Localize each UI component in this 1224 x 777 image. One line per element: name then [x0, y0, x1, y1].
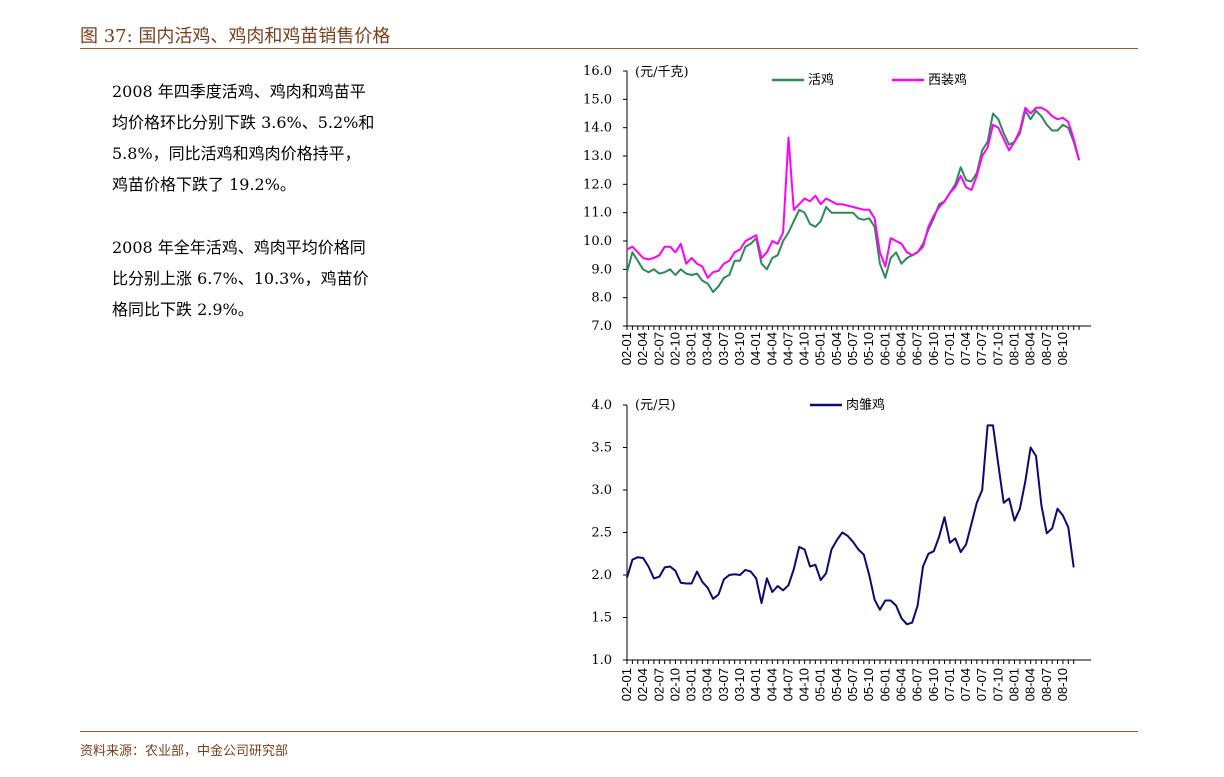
y-tick-label: 11.0 — [583, 206, 612, 221]
paragraph-line: 鸡苗价格下跌了 19.2%。 — [112, 175, 296, 194]
unit-label: (元/只) — [635, 398, 676, 413]
bottom-rule — [80, 731, 1138, 732]
x-tick-label: 03-10 — [732, 668, 747, 701]
paragraph-line: 均价格环比分别下跌 3.6%、5.2%和 — [112, 113, 375, 132]
x-tick-label: 05-07 — [845, 668, 860, 701]
legend-label: 肉雏鸡 — [846, 397, 885, 413]
paragraph-q4-summary: 2008 年四季度活鸡、鸡肉和鸡苗平 均价格环比分别下跌 3.6%、5.2%和 … — [112, 76, 412, 200]
x-tick-label: 05-01 — [813, 332, 828, 365]
x-tick-label: 05-04 — [829, 332, 844, 365]
x-tick-label: 06-10 — [926, 332, 941, 365]
x-tick-label: 06-07 — [910, 668, 925, 701]
y-tick-label: 14.0 — [583, 121, 612, 136]
x-tick-label: 06-07 — [910, 332, 925, 365]
x-tick-label: 04-07 — [780, 668, 795, 701]
y-tick-label: 13.0 — [583, 149, 612, 164]
x-tick-label: 08-07 — [1039, 332, 1054, 365]
x-tick-label: 04-01 — [748, 332, 763, 365]
x-tick-label: 03-10 — [732, 332, 747, 365]
x-tick-label: 04-07 — [780, 332, 795, 365]
y-tick-label: 2.0 — [591, 568, 612, 583]
paragraph-line: 比分别上涨 6.7%、10.3%，鸡苗价 — [112, 269, 369, 288]
x-tick-label: 06-04 — [893, 332, 908, 365]
y-tick-label: 10.0 — [583, 234, 612, 249]
paragraph-line: 2008 年四季度活鸡、鸡肉和鸡苗平 — [112, 82, 366, 101]
y-tick-label: 3.5 — [591, 441, 612, 456]
x-tick-label: 06-01 — [877, 332, 892, 365]
x-tick-label: 03-04 — [700, 332, 715, 365]
legend-label: 活鸡 — [808, 72, 834, 88]
series-line-western_chicken — [626, 106, 1081, 279]
y-tick-label: 16.0 — [583, 64, 612, 79]
x-tick-label: 08-01 — [1006, 332, 1021, 365]
x-tick-label: 02-07 — [651, 668, 666, 701]
x-tick-label: 04-04 — [764, 668, 779, 701]
paragraph-annual-summary: 2008 年全年活鸡、鸡肉平均价格同 比分别上涨 6.7%、10.3%，鸡苗价 … — [112, 232, 412, 325]
x-tick-label: 07-04 — [958, 668, 973, 701]
figure-title: 图 37: 国内活鸡、鸡肉和鸡苗销售价格 — [80, 26, 391, 47]
x-tick-label: 03-01 — [684, 332, 699, 365]
x-tick-label: 05-10 — [861, 668, 876, 701]
paragraph-line: 2008 年全年活鸡、鸡肉平均价格同 — [112, 238, 366, 257]
x-tick-label: 07-07 — [974, 332, 989, 365]
paragraph-line: 格同比下跌 2.9%。 — [112, 300, 254, 319]
x-tick-label: 03-04 — [700, 668, 715, 701]
x-tick-label: 07-10 — [990, 668, 1005, 701]
x-tick-label: 07-01 — [942, 668, 957, 701]
legend-label: 西装鸡 — [928, 72, 967, 88]
x-tick-label: 04-10 — [797, 332, 812, 365]
x-tick-label: 03-07 — [716, 668, 731, 701]
source-note: 资料来源：农业部，中金公司研究部 — [80, 744, 289, 759]
x-tick-label: 06-10 — [926, 668, 941, 701]
series-line-live_chicken — [626, 109, 1081, 293]
y-tick-label: 1.0 — [591, 653, 612, 668]
x-tick-label: 02-01 — [619, 332, 634, 365]
x-tick-label: 08-07 — [1039, 668, 1054, 701]
y-tick-label: 2.5 — [591, 526, 612, 541]
y-tick-label: 9.0 — [591, 262, 612, 277]
x-tick-label: 04-10 — [797, 668, 812, 701]
y-tick-label: 7.0 — [591, 319, 612, 334]
chicken-price-chart: 16.0 15.0 14.0 13.0 12.0 11.0 10.0 9.0 8.0 7.0 02-… — [583, 64, 1091, 365]
x-tick-label: 05-04 — [829, 668, 844, 701]
x-tick-label: 02-04 — [635, 332, 650, 365]
x-tick-label: 08-01 — [1006, 668, 1021, 701]
x-tick-label: 07-10 — [990, 332, 1005, 365]
y-tick-label: 4.0 — [591, 398, 612, 413]
x-tick-label: 05-01 — [813, 668, 828, 701]
y-tick-label: 8.0 — [591, 291, 612, 306]
x-tick-label: 06-01 — [877, 668, 892, 701]
paragraph-line: 5.8%，同比活鸡和鸡肉价格持平， — [112, 144, 361, 163]
x-tick-label: 08-04 — [1023, 668, 1038, 701]
series-line-chick — [626, 424, 1075, 626]
x-tick-label: 02-07 — [651, 332, 666, 365]
x-tick-label: 02-10 — [667, 332, 682, 365]
y-tick-label: 12.0 — [583, 177, 612, 192]
x-tick-label: 02-10 — [667, 668, 682, 701]
x-tick-label: 04-01 — [748, 668, 763, 701]
x-tick-label: 08-04 — [1023, 332, 1038, 365]
unit-label: (元/千克) — [635, 65, 689, 80]
chick-price-chart: 4.0 3.5 3.0 2.5 2.0 1.5 1.0 02-01 02-04 02-07 02-1… — [591, 397, 1091, 701]
x-tick-label: 07-07 — [974, 668, 989, 701]
x-tick-label: 06-04 — [893, 668, 908, 701]
x-tick-label: 08-10 — [1055, 332, 1070, 365]
x-tick-label: 07-04 — [958, 332, 973, 365]
x-tick-label: 02-01 — [619, 668, 634, 701]
y-tick-label: 1.5 — [591, 611, 612, 626]
x-tick-label: 05-07 — [845, 332, 860, 365]
top-rule — [80, 48, 1138, 49]
x-tick-label: 03-07 — [716, 332, 731, 365]
y-tick-label: 3.0 — [591, 483, 612, 498]
x-tick-label: 04-04 — [764, 332, 779, 365]
x-tick-label: 08-10 — [1055, 668, 1070, 701]
x-tick-label: 03-01 — [684, 668, 699, 701]
x-tick-label: 07-01 — [942, 332, 957, 365]
x-tick-label: 02-04 — [635, 668, 650, 701]
x-tick-label: 05-10 — [861, 332, 876, 365]
y-tick-label: 15.0 — [583, 92, 612, 107]
